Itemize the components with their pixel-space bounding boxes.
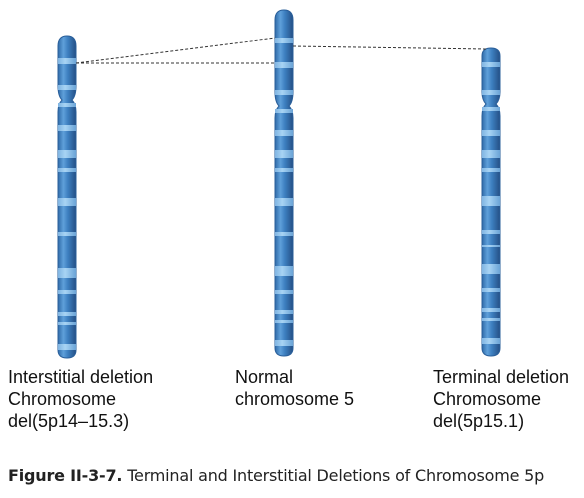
label-line: Chromosome [8, 389, 117, 409]
figure-caption: Figure II-3-7. Terminal and Interstitial… [8, 466, 544, 485]
terminal-connector [292, 45, 488, 50]
chromosome-normal [274, 9, 294, 357]
label-line: Terminal deletion [433, 367, 570, 387]
label-line: Normal [235, 367, 294, 387]
label-line: chromosome 5 [235, 389, 355, 409]
deletion-connector-lines [75, 37, 488, 64]
interstitial-upper-connector [75, 37, 276, 64]
label-line: Chromosome [433, 389, 542, 409]
figure-number: Figure II-3-7. [8, 466, 123, 485]
label-line: del(5p14–15.3) [8, 411, 130, 431]
chromosome-terminal [481, 47, 501, 357]
label-line: del(5p15.1) [433, 411, 525, 431]
label-interstitial: Interstitial deletion Chromosome del(5p1… [8, 366, 153, 432]
figure-caption-text: Terminal and Interstitial Deletions of C… [127, 466, 545, 485]
label-terminal: Terminal deletion Chromosome del(5p15.1) [433, 366, 569, 432]
label-normal: Normal chromosome 5 [235, 366, 354, 410]
label-line: Interstitial deletion [8, 367, 154, 387]
chromosome-interstitial [57, 35, 77, 359]
